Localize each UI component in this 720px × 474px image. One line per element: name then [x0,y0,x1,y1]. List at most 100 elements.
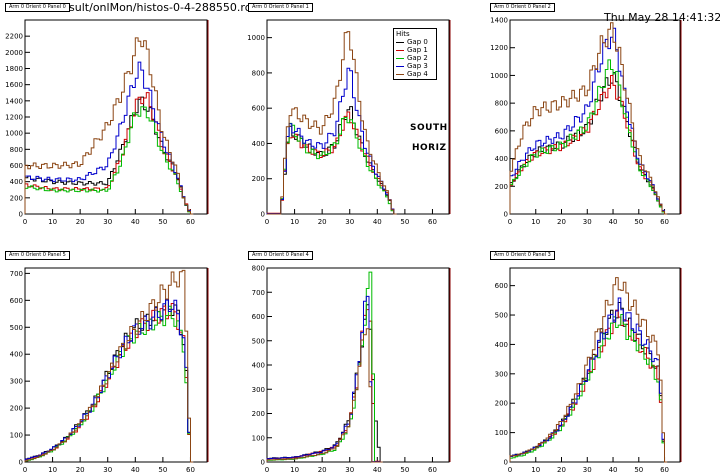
annotation-horiz: HORIZ [412,143,447,153]
x-tick-label: 60 [186,218,195,226]
y-tick-label: 400 [252,140,265,148]
x-tick-label: 30 [103,218,112,226]
series-gap-4-panel-3 [24,269,194,463]
y-tick-label: 400 [495,155,508,163]
series-gap-3-panel-1 [266,67,397,215]
y-tick-label: 1400 [5,97,23,105]
y-tick-label: 200 [10,405,23,413]
y-tick-label: 400 [495,341,508,349]
y-tick-label: 600 [10,297,23,305]
x-tick-label: 40 [131,466,140,474]
x-tick-label: 0 [265,466,269,474]
legend-entry-gap2: Gap 2 [396,54,434,62]
y-tick-label: 1200 [5,114,23,122]
x-tick-label: 60 [660,466,669,474]
x-tick-label: 30 [583,218,592,226]
x-tick-label: 10 [48,466,57,474]
y-tick-label: 400 [10,351,23,359]
x-tick-label: 10 [48,218,57,226]
x-tick-label: 20 [318,466,327,474]
x-tick-label: 60 [186,466,195,474]
y-tick-label: 500 [10,324,23,332]
y-tick-label: 1800 [5,65,23,73]
y-tick-label: 700 [10,270,23,278]
x-tick-label: 40 [609,218,618,226]
panel-3-title: Arm 0 Orient 0 Panel 3 [490,251,555,260]
y-tick-label: 100 [252,434,265,442]
y-tick-label: 1000 [5,130,23,138]
legend-entry-gap4: Gap 4 [396,70,434,78]
y-tick-label: 200 [495,400,508,408]
x-tick-label: 20 [557,218,566,226]
panel-4-title: Arm 0 Orient 0 Panel 4 [248,251,313,260]
panel-1-title: Arm 0 Orient 0 Panel 1 [248,3,313,12]
x-tick-label: 0 [265,218,269,226]
x-tick-label: 50 [158,466,167,474]
y-tick-label: 200 [252,175,265,183]
y-tick-label: 1400 [490,17,508,25]
x-tick-label: 0 [508,218,512,226]
x-tick-label: 50 [158,218,167,226]
series-gap-4-panel-1 [267,31,397,215]
x-tick-label: 0 [23,218,27,226]
x-tick-label: 60 [428,466,437,474]
y-tick-label: 200 [252,410,265,418]
series-gap-3-panel-0 [24,61,194,215]
series-gap-1-panel-2 [509,75,668,215]
x-tick-label: 10 [531,466,540,474]
y-tick-label: 0 [19,459,23,467]
panel-0-title: Arm 0 Orient 0 Panel 0 [5,3,70,12]
y-tick-label: 300 [252,386,265,394]
x-tick-label: 20 [76,218,85,226]
y-tick-label: 200 [10,194,23,202]
y-tick-label: 100 [495,429,508,437]
y-tick-label: 200 [495,183,508,191]
series-gap-2-panel-2 [509,59,668,215]
x-tick-label: 60 [660,218,669,226]
y-tick-label: 1000 [490,72,508,80]
y-tick-label: 600 [252,105,265,113]
x-tick-label: 40 [609,466,618,474]
y-tick-label: 0 [504,211,508,219]
legend: Hits Gap 0 Gap 1 Gap 2 Gap 3 Gap 4 [393,28,437,80]
y-tick-label: 300 [10,378,23,386]
y-tick-label: 0 [19,211,23,219]
legend-entry-gap1: Gap 1 [396,46,434,54]
y-tick-label: 600 [252,313,265,321]
series-gap-4-panel-4 [266,328,383,463]
x-tick-label: 20 [76,466,85,474]
y-tick-label: 0 [261,459,265,467]
y-tick-label: 400 [252,362,265,370]
x-tick-label: 30 [345,466,354,474]
x-tick-label: 30 [583,466,592,474]
x-tick-label: 30 [103,466,112,474]
series-gap-2-panel-1 [267,117,397,215]
y-tick-label: 0 [504,459,508,467]
panel-2-title: Arm 0 Orient 0 Panel 2 [490,3,555,12]
legend-entry-gap0: Gap 0 [396,38,434,46]
x-tick-label: 50 [634,466,643,474]
y-tick-label: 600 [10,162,23,170]
y-tick-label: 800 [10,146,23,154]
timestamp-label: Thu May 28 14:41:32 2009 [604,11,720,24]
y-tick-label: 800 [495,100,508,108]
y-tick-label: 300 [495,370,508,378]
y-tick-label: 800 [252,265,265,273]
x-tick-label: 40 [131,218,140,226]
y-tick-label: 100 [10,432,23,440]
x-tick-label: 20 [318,218,327,226]
y-tick-label: 500 [252,337,265,345]
x-tick-label: 30 [345,218,354,226]
legend-entry-gap3: Gap 3 [396,62,434,70]
y-tick-label: 1200 [490,44,508,52]
y-tick-label: 400 [10,178,23,186]
x-tick-label: 40 [373,466,382,474]
y-tick-label: 600 [495,282,508,290]
x-tick-label: 40 [373,218,382,226]
x-tick-label: 10 [290,218,299,226]
y-tick-label: 1000 [247,34,265,42]
x-tick-label: 60 [428,218,437,226]
series-gap-4-panel-0 [24,37,194,215]
y-tick-label: 700 [252,289,265,297]
